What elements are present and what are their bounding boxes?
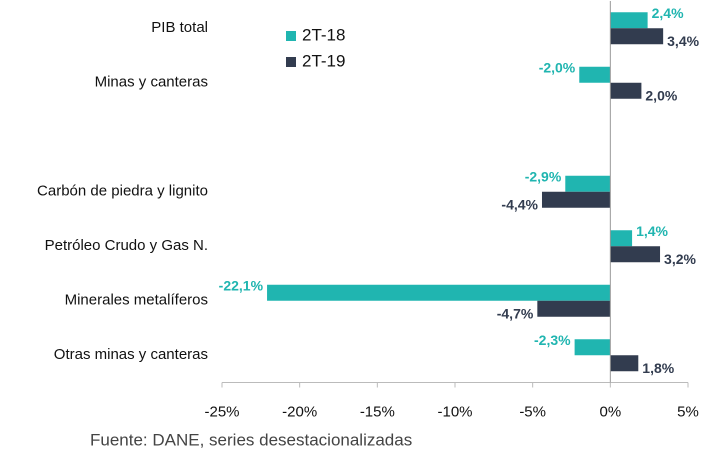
category-label: Minas y canteras [95, 74, 208, 91]
source-note: Fuente: DANE, series desestacionalizadas [90, 430, 412, 449]
x-tick-label: -10% [437, 403, 472, 420]
value-label: -4,7% [497, 305, 534, 321]
legend-swatch [286, 31, 296, 41]
bar [610, 28, 664, 45]
value-label: -2,9% [525, 168, 562, 184]
bar [610, 82, 642, 99]
x-tick-label: -20% [282, 403, 317, 420]
legend-label: 2T-19 [302, 51, 345, 70]
value-label: -2,3% [534, 332, 571, 348]
bar [610, 246, 661, 263]
category-label: Petróleo Crudo y Gas N. [45, 237, 208, 254]
legend-label: 2T-18 [302, 25, 345, 44]
x-tick-label: -25% [204, 403, 239, 420]
category-label: PIB total [151, 19, 208, 36]
legend-swatch [286, 57, 296, 67]
value-label: -22,1% [219, 277, 264, 293]
bar [579, 66, 611, 83]
bar [574, 339, 611, 356]
bar [610, 12, 648, 29]
bar [610, 230, 633, 247]
category-label: Carbón de piedra y lignito [37, 183, 208, 200]
bar [565, 175, 611, 192]
x-tick-label: -5% [519, 403, 546, 420]
x-tick-label: 0% [599, 403, 621, 420]
category-label: Minerales metalíferos [65, 292, 208, 309]
value-label: 1,4% [636, 223, 668, 239]
category-label: Otras minas y canteras [54, 346, 208, 363]
value-label: 3,4% [667, 33, 699, 49]
bar [267, 284, 611, 301]
value-label: 2,4% [652, 5, 684, 21]
bar [610, 355, 639, 372]
value-label: 2,0% [645, 87, 677, 103]
x-tick-label: -15% [360, 403, 395, 420]
value-label: -4,4% [501, 196, 538, 212]
value-label: -2,0% [539, 59, 576, 75]
bar [541, 191, 611, 208]
x-tick-label: 5% [677, 403, 699, 420]
bar [537, 300, 611, 317]
value-label: 3,2% [664, 251, 696, 267]
value-label: 1,8% [642, 360, 674, 376]
